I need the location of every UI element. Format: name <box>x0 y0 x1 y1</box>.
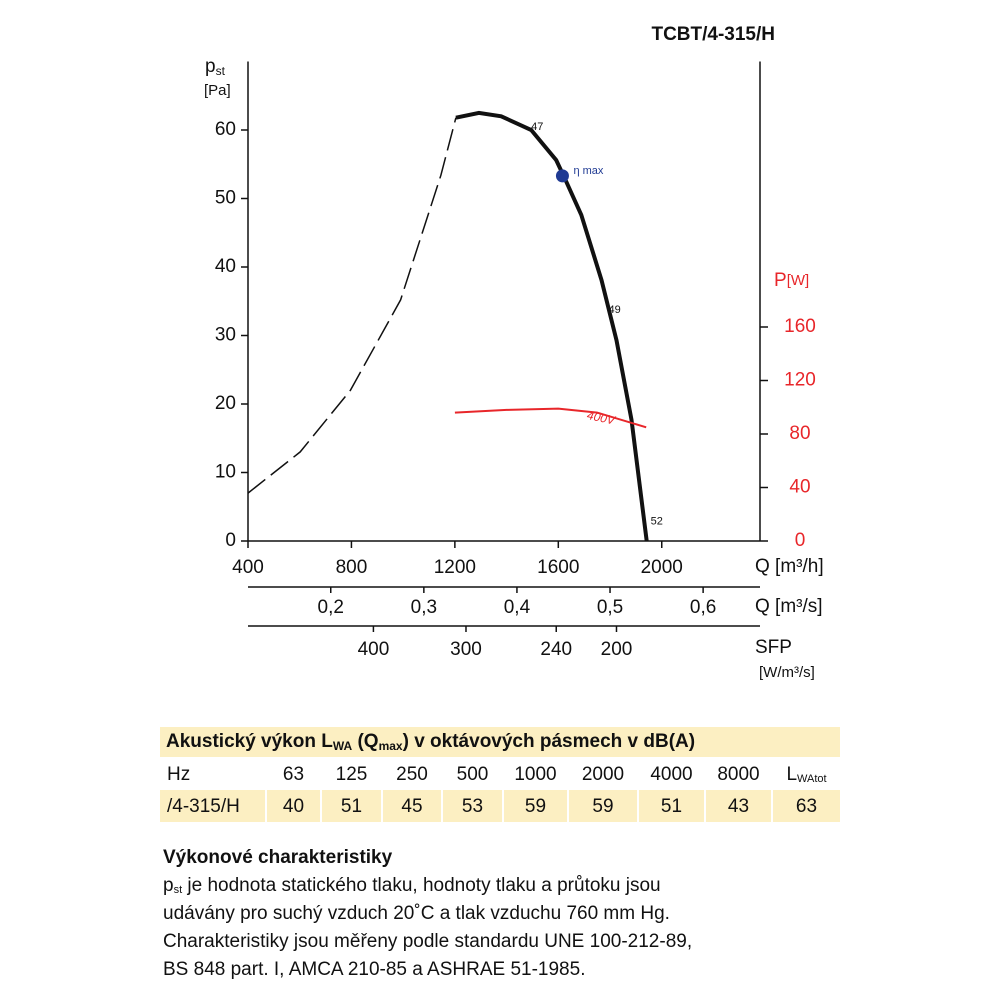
y-tick-label: 40 <box>215 256 236 277</box>
table-header-cell: Hz <box>167 764 190 785</box>
header-symbol: L <box>786 764 797 785</box>
table-title-part: ) v oktávových pásmech v dB(A) <box>403 731 695 752</box>
x2-axis-label: Q [m³/s] <box>755 596 823 617</box>
notes-heading: Výkonové charakteristiky <box>163 847 393 868</box>
annotation: 47 <box>531 121 543 133</box>
notes-symbol: p <box>163 875 174 896</box>
x-axis-label: Q [m³/h] <box>755 556 824 577</box>
table-header-cell: 125 <box>336 764 368 785</box>
table-cell: /4-315/H <box>167 796 240 817</box>
table-header-cell: 2000 <box>582 764 624 785</box>
table-header-cell: 63 <box>283 764 304 785</box>
y2-label-unit: [W] <box>787 272 810 289</box>
table-cell-bg <box>773 790 840 822</box>
eta-max-label: η max <box>573 165 603 177</box>
table-title-sub: WA <box>333 739 353 753</box>
table-cell-bg <box>639 790 704 822</box>
table-cell: 45 <box>401 796 422 817</box>
annotation: 49 <box>608 304 620 316</box>
notes-sub: st <box>174 884 183 896</box>
x2-tick-label: 0,6 <box>690 597 716 618</box>
y-label-sub: st <box>216 64 226 78</box>
y2-tick-label: 80 <box>789 423 810 444</box>
table-cell: 51 <box>341 796 362 817</box>
power-curve <box>454 407 647 429</box>
y2-axis-label: P[W] <box>774 270 809 291</box>
table-cell-bg <box>443 790 502 822</box>
table-title-part: (Q <box>352 731 378 752</box>
table-header-cell: 500 <box>457 764 489 785</box>
series-label: 400V <box>586 408 617 428</box>
notes-rest: je hodnota statického tlaku, hodnoty tla… <box>182 875 660 896</box>
y-tick-label: 60 <box>215 119 236 140</box>
notes-line: BS 848 part. I, AMCA 210-85 a ASHRAE 51-… <box>163 959 585 980</box>
y-axis-unit: [Pa] <box>204 82 231 99</box>
header-sub: WAtot <box>797 773 827 785</box>
table-cell-bg <box>504 790 567 822</box>
x2-tick-label: 0,2 <box>318 597 344 618</box>
y2-tick-label: 160 <box>784 316 816 337</box>
table-cell-bg <box>706 790 771 822</box>
table-header-cell: 250 <box>396 764 428 785</box>
table-cell: 59 <box>525 796 546 817</box>
table-cell: 59 <box>592 796 613 817</box>
table-header-cell: LWAtot <box>786 764 826 785</box>
x-tick-label: 400 <box>232 557 264 578</box>
sfp-tick-label: 240 <box>540 639 572 660</box>
table-cell: 51 <box>661 796 682 817</box>
annotation: 52 <box>651 516 663 528</box>
x-tick-label: 2000 <box>641 557 683 578</box>
pressure-curve <box>455 110 649 542</box>
sfp-tick-label: 400 <box>358 639 390 660</box>
x-tick-label: 1600 <box>537 557 579 578</box>
chart-title: TCBT/4-315/H <box>651 24 775 45</box>
table-cell: 43 <box>728 796 749 817</box>
y2-tick-label: 0 <box>795 530 806 551</box>
pressure-curve <box>247 117 457 494</box>
y2-tick-label: 120 <box>784 370 816 391</box>
x2-tick-label: 0,5 <box>597 597 623 618</box>
notes-line: pst je hodnota statického tlaku, hodnoty… <box>163 875 661 896</box>
table-header-cell: 4000 <box>650 764 692 785</box>
x2-tick-label: 0,3 <box>411 597 437 618</box>
table-cell-bg <box>160 790 265 822</box>
table-cell-bg <box>267 790 320 822</box>
y2-label-symbol: P <box>774 270 787 291</box>
sfp-tick-label: 200 <box>601 639 633 660</box>
y-tick-label: 30 <box>215 325 236 346</box>
y-axis-label: pst <box>205 56 226 78</box>
table-title: Akustický výkon LWA (Qmax) v oktávových … <box>166 731 695 753</box>
table-title-part: Akustický výkon L <box>166 731 333 752</box>
table-cell-bg <box>569 790 637 822</box>
sfp-tick-label: 300 <box>450 639 482 660</box>
x-tick-label: 1200 <box>434 557 476 578</box>
x-tick-label: 800 <box>336 557 368 578</box>
notes-line: udávány pro suchý vzduch 20˚C a tlak vzd… <box>163 903 670 924</box>
table-header-cell: 8000 <box>717 764 759 785</box>
table-cell-bg <box>322 790 381 822</box>
table-cell-bg <box>383 790 441 822</box>
y2-tick-label: 40 <box>789 477 810 498</box>
y-tick-label: 10 <box>215 462 236 483</box>
sfp-axis-unit: [W/m³/s] <box>759 664 815 681</box>
y-label-symbol: p <box>205 56 216 77</box>
sfp-axis-label: SFP <box>755 637 792 658</box>
y-tick-label: 0 <box>225 530 236 551</box>
x2-tick-label: 0,4 <box>504 597 531 618</box>
table-header-cell: 1000 <box>514 764 556 785</box>
notes-line: Charakteristiky jsou měřeny podle standa… <box>163 931 692 952</box>
table-cell: 40 <box>283 796 304 817</box>
table-cell: 63 <box>796 796 817 817</box>
y-tick-label: 20 <box>215 393 236 414</box>
y-tick-label: 50 <box>215 188 236 209</box>
eta-max-point <box>555 169 569 183</box>
table-title-bg <box>160 727 840 757</box>
table-cell: 53 <box>462 796 483 817</box>
table-title-sub: max <box>379 739 403 753</box>
